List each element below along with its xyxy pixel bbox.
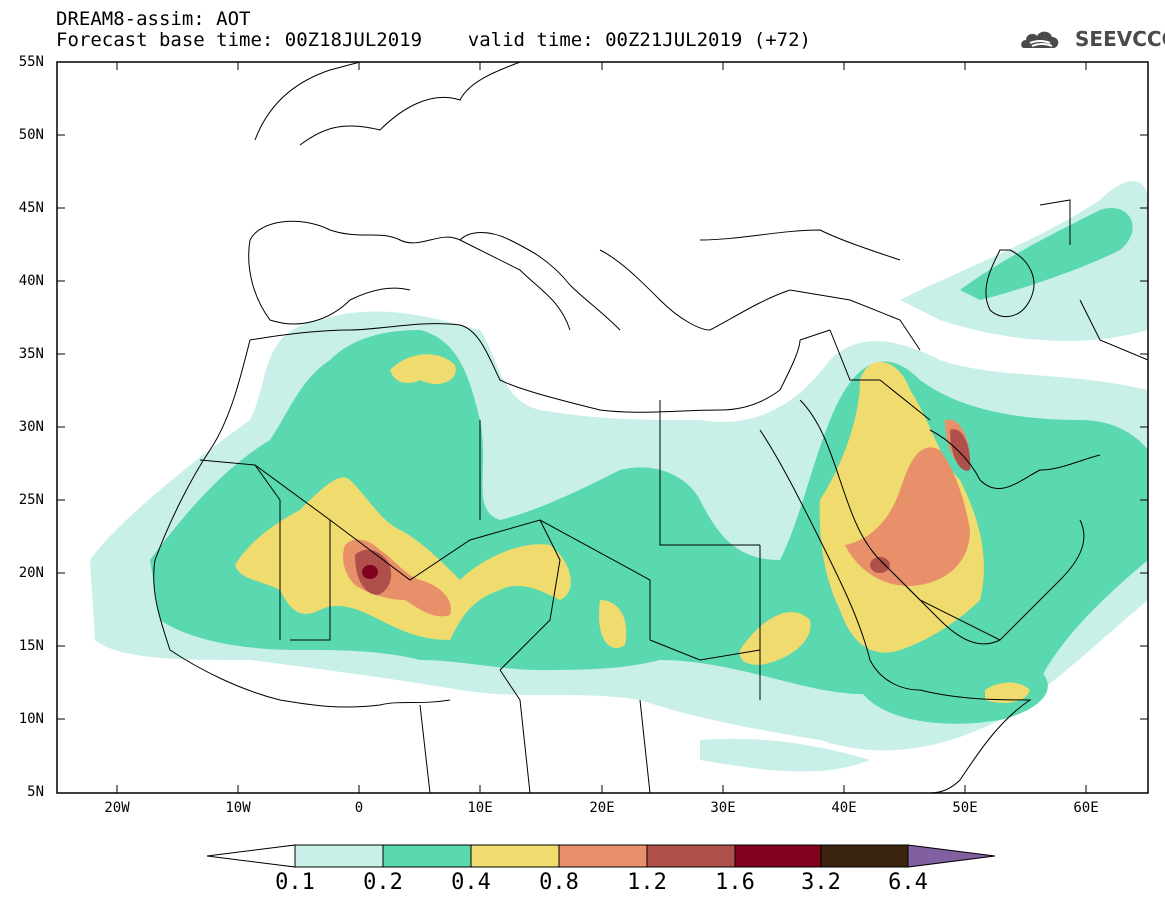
lon-label-30e: 30E xyxy=(710,800,736,816)
colorbar-swatch-3.2 xyxy=(820,844,909,868)
colorbar-swatch-0.8 xyxy=(558,844,648,868)
colorbar-swatch-0.1 xyxy=(294,844,384,868)
lat-label-35n: 35N xyxy=(18,346,44,362)
colorbar-label-0.2: 0.2 xyxy=(363,870,403,895)
lon-label-10e: 10E xyxy=(467,800,493,816)
lon-label-10w: 10W xyxy=(225,800,251,816)
lat-label-5n: 5N xyxy=(27,784,44,800)
colorbar-swatch-1.2 xyxy=(646,844,736,868)
lat-label-10n: 10N xyxy=(18,711,44,727)
lat-label-30n: 30N xyxy=(18,419,44,435)
colorbar-label-1.6: 1.6 xyxy=(715,870,755,895)
colorbar-over-arrow xyxy=(907,844,996,868)
lat-label-20n: 20N xyxy=(18,565,44,581)
lon-label-60e: 60E xyxy=(1073,800,1099,816)
colorbar-label-0.8: 0.8 xyxy=(539,870,579,895)
colorbar-swatch-0.2 xyxy=(382,844,472,868)
lat-label-15n: 15N xyxy=(18,638,44,654)
colorbar-label-0.1: 0.1 xyxy=(275,870,315,895)
logo-text: SEEVCCC xyxy=(1075,27,1165,51)
axis-ticks xyxy=(57,61,1148,793)
colorbar-swatch-0.4 xyxy=(470,844,560,868)
lat-label-40n: 40N xyxy=(18,273,44,289)
aot-level-1.6 xyxy=(362,565,378,579)
coastlines xyxy=(153,62,1148,793)
colorbar-label-6.4: 6.4 xyxy=(888,870,928,895)
colorbar-label-3.2: 3.2 xyxy=(801,870,841,895)
colorbar-swatch-1.6 xyxy=(734,844,822,868)
colorbar-label-0.4: 0.4 xyxy=(451,870,491,895)
lat-label-55n: 55N xyxy=(18,54,44,70)
lat-label-45n: 45N xyxy=(18,200,44,216)
colorbar-under-arrow xyxy=(206,844,296,868)
lon-label-50e: 50E xyxy=(952,800,978,816)
lat-label-50n: 50N xyxy=(18,127,44,143)
lon-label-0: 0 xyxy=(354,800,364,816)
lat-label-25n: 25N xyxy=(18,492,44,508)
lon-label-20e: 20E xyxy=(589,800,615,816)
map-subtitle: Forecast base time: 00Z18JUL2019 valid t… xyxy=(56,29,811,51)
map-title: DREAM8-assim: AOT xyxy=(56,8,251,30)
lon-label-20w: 20W xyxy=(104,800,130,816)
cloud-icon xyxy=(1021,31,1059,48)
colorbar-label-1.2: 1.2 xyxy=(627,870,667,895)
lon-label-40e: 40E xyxy=(831,800,857,816)
